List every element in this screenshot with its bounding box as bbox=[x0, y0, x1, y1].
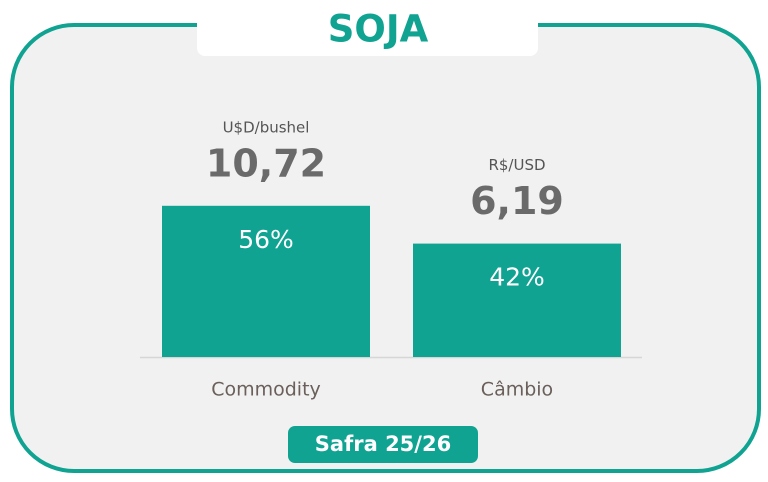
unit-label: U$D/bushel bbox=[223, 118, 310, 136]
badge bbox=[288, 426, 478, 463]
title-tab bbox=[197, 0, 538, 56]
card bbox=[10, 23, 761, 473]
chart-title: SOJA bbox=[328, 8, 429, 51]
unit-label: R$/USD bbox=[488, 156, 545, 174]
value-label: 42% bbox=[489, 263, 545, 292]
bar bbox=[162, 205, 370, 357]
value-label: 56% bbox=[238, 225, 294, 254]
price-label: 6,19 bbox=[470, 179, 564, 223]
price-label: 10,72 bbox=[206, 141, 326, 185]
x-tick-label: Câmbio bbox=[481, 379, 553, 401]
badge-label: Safra 25/26 bbox=[315, 432, 451, 456]
bar bbox=[413, 243, 621, 357]
x-tick-label: Commodity bbox=[211, 379, 321, 401]
